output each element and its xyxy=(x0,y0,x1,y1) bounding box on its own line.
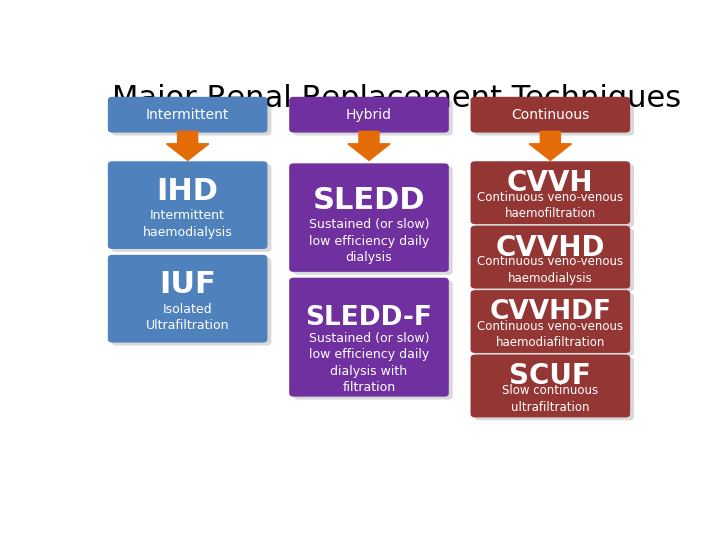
FancyBboxPatch shape xyxy=(474,357,634,420)
FancyBboxPatch shape xyxy=(108,255,267,342)
Text: Major Renal Replacement Techniques: Major Renal Replacement Techniques xyxy=(112,84,681,112)
FancyBboxPatch shape xyxy=(471,226,630,288)
Text: IHD: IHD xyxy=(157,177,219,206)
Text: SCUF: SCUF xyxy=(510,362,591,390)
Polygon shape xyxy=(529,131,572,160)
FancyBboxPatch shape xyxy=(293,281,453,400)
Text: Intermittent
haemodialysis: Intermittent haemodialysis xyxy=(143,209,233,239)
FancyBboxPatch shape xyxy=(471,355,630,417)
Text: Continuous veno-venous
haemodiafiltration: Continuous veno-venous haemodiafiltratio… xyxy=(477,320,624,349)
FancyBboxPatch shape xyxy=(289,278,449,396)
Text: Slow continuous
ultrafiltration: Slow continuous ultrafiltration xyxy=(503,384,598,414)
Text: Continuous: Continuous xyxy=(511,107,590,122)
Text: CVVHDF: CVVHDF xyxy=(490,299,611,325)
Text: Sustained (or slow)
low efficiency daily
dialysis with
filtration: Sustained (or slow) low efficiency daily… xyxy=(309,332,429,394)
FancyBboxPatch shape xyxy=(289,163,449,272)
Text: Continuous veno-venous
haemofiltration: Continuous veno-venous haemofiltration xyxy=(477,191,624,220)
Text: Hybrid: Hybrid xyxy=(346,107,392,122)
Text: IUF: IUF xyxy=(159,271,216,299)
Text: Intermittent: Intermittent xyxy=(146,107,230,122)
FancyBboxPatch shape xyxy=(112,164,271,252)
FancyBboxPatch shape xyxy=(112,258,271,346)
FancyBboxPatch shape xyxy=(293,100,453,136)
FancyBboxPatch shape xyxy=(108,161,267,249)
Text: Sustained (or slow)
low efficiency daily
dialysis: Sustained (or slow) low efficiency daily… xyxy=(309,218,429,264)
FancyBboxPatch shape xyxy=(471,97,630,133)
FancyBboxPatch shape xyxy=(108,97,267,133)
Text: Continuous veno-venous
haemodialysis: Continuous veno-venous haemodialysis xyxy=(477,255,624,285)
FancyBboxPatch shape xyxy=(474,100,634,136)
FancyBboxPatch shape xyxy=(289,97,449,133)
FancyBboxPatch shape xyxy=(293,166,453,275)
Text: CVVHD: CVVHD xyxy=(495,234,605,261)
FancyBboxPatch shape xyxy=(471,290,630,353)
Text: Isolated
Ultrafiltration: Isolated Ultrafiltration xyxy=(146,302,230,332)
Polygon shape xyxy=(348,131,390,160)
FancyBboxPatch shape xyxy=(474,228,634,292)
Text: CVVH: CVVH xyxy=(507,169,593,197)
Text: SLEDD: SLEDD xyxy=(312,186,426,215)
Text: SLEDD-F: SLEDD-F xyxy=(305,305,433,331)
FancyBboxPatch shape xyxy=(471,161,630,224)
FancyBboxPatch shape xyxy=(474,164,634,227)
Polygon shape xyxy=(166,131,209,160)
FancyBboxPatch shape xyxy=(474,293,634,356)
FancyBboxPatch shape xyxy=(112,100,271,136)
